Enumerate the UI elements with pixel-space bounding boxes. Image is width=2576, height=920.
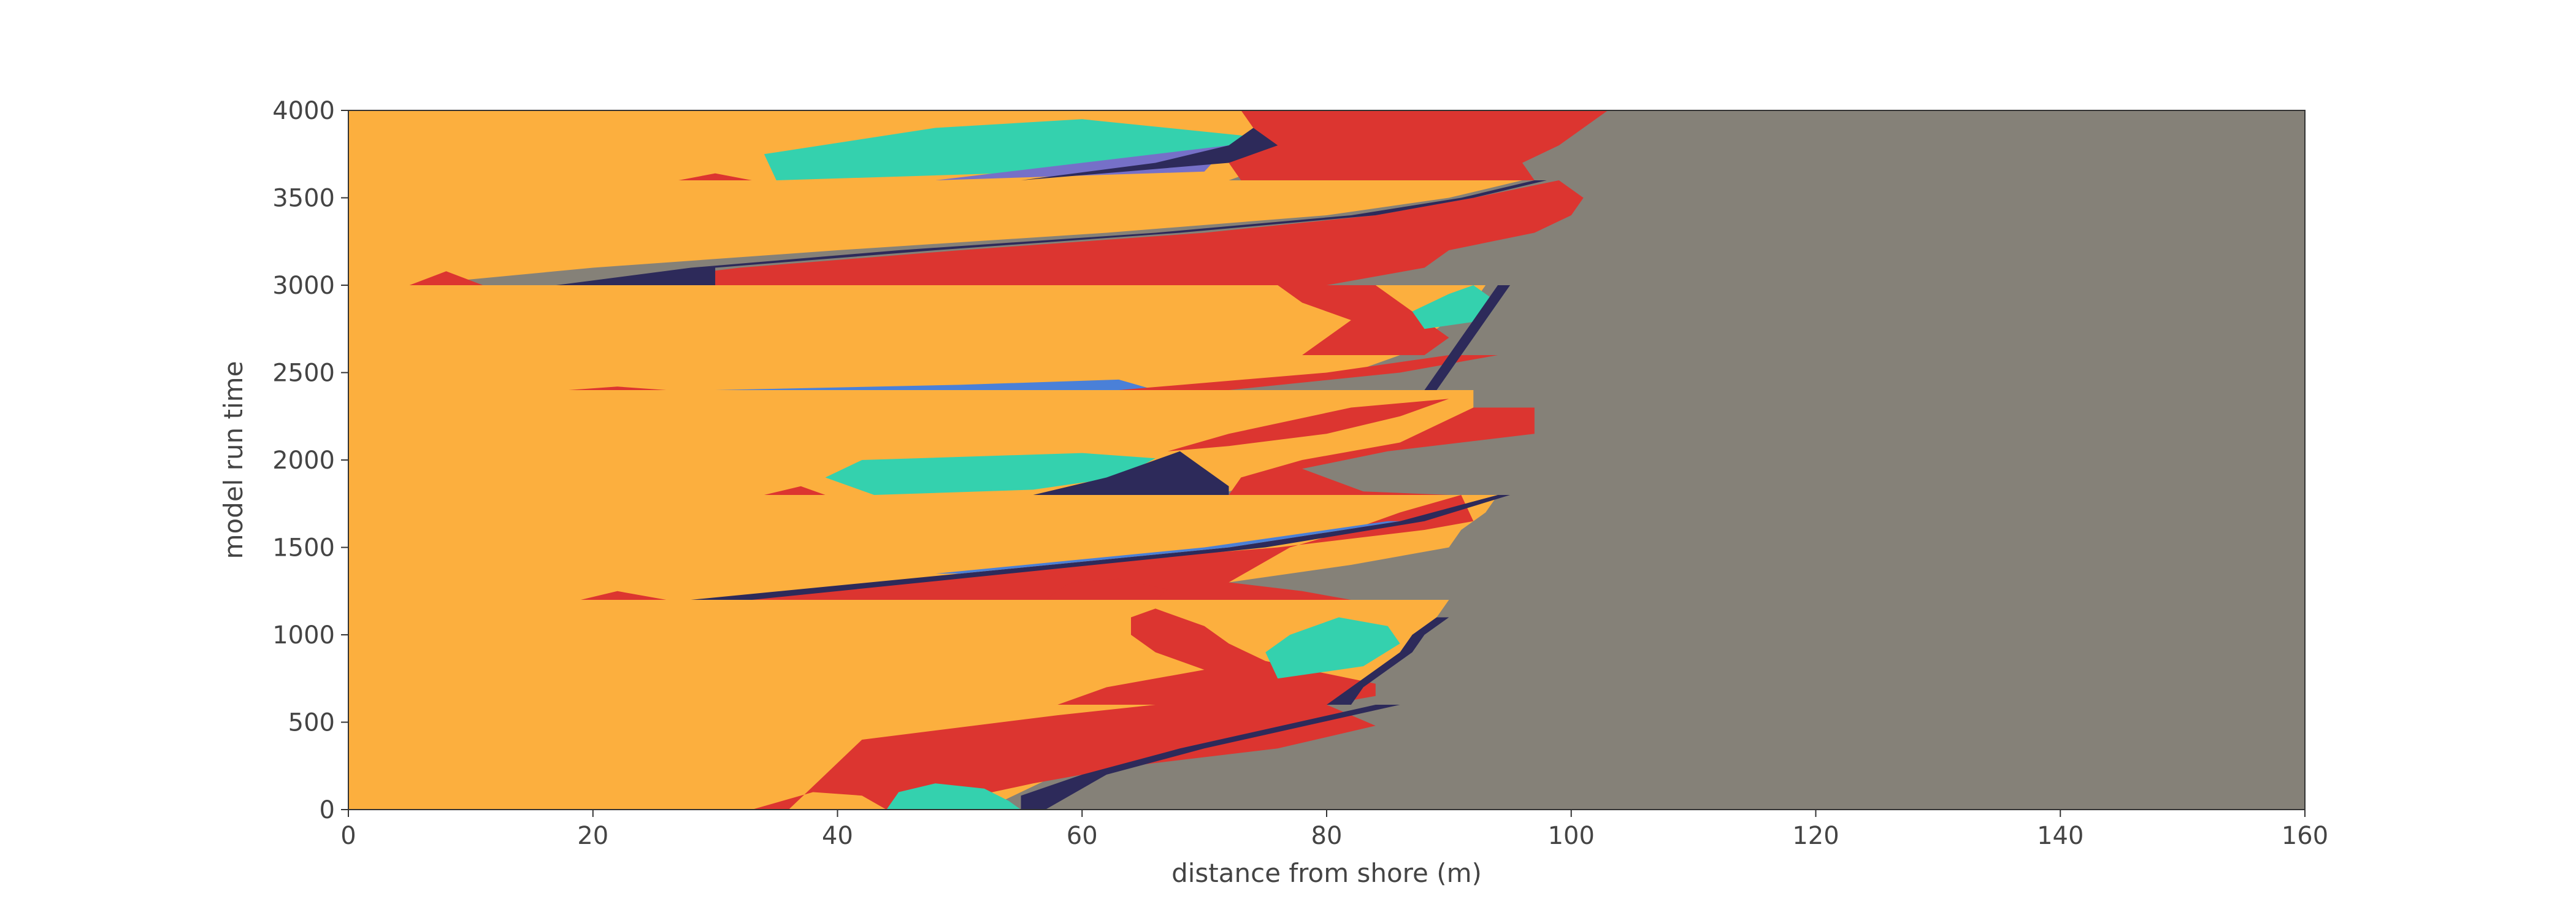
y-tick-label: 500 bbox=[288, 709, 335, 737]
band-0-teal-region-1 bbox=[886, 783, 1021, 810]
axis-ticks: 0 20 40 60 80 100 120 140 160 0 500 1000 1500 2000 250… bbox=[272, 97, 2328, 850]
band-4-red-region-3 bbox=[1278, 285, 1449, 355]
y-tick-label: 4000 bbox=[272, 97, 335, 125]
band-4-navy-region-5 bbox=[1424, 285, 1511, 390]
y-tick-label: 1500 bbox=[272, 534, 335, 562]
plot-area bbox=[348, 110, 2305, 810]
band-5-orange-region bbox=[348, 180, 1522, 285]
x-tick-label: 140 bbox=[2037, 822, 2083, 850]
y-axis-label: model run time bbox=[218, 361, 248, 559]
x-tick-label: 40 bbox=[822, 822, 853, 850]
x-tick-label: 120 bbox=[1792, 822, 1839, 850]
x-tick-label: 100 bbox=[1548, 822, 1595, 850]
y-tick-label: 2000 bbox=[272, 447, 335, 475]
band-3-teal-region-1 bbox=[825, 453, 1156, 495]
band-4-red-region-2 bbox=[1119, 355, 1498, 390]
band-3-navy-region-2 bbox=[1033, 451, 1229, 495]
band-0-red-region-0 bbox=[751, 705, 1376, 810]
band-5-navy-region-2 bbox=[556, 180, 1547, 285]
x-axis-label: distance from shore (m) bbox=[1171, 858, 1482, 888]
band-2-red-region-2 bbox=[1045, 578, 1168, 600]
band-2-red-region-1 bbox=[727, 495, 1474, 600]
band-4-orange-region bbox=[348, 285, 1486, 390]
band-3-red-region-4 bbox=[1167, 399, 1449, 451]
y-tick-label: 3000 bbox=[272, 272, 335, 300]
x-tick-label: 60 bbox=[1067, 822, 1098, 850]
y-tick-label: 2500 bbox=[272, 359, 335, 388]
band-4-blue-region-1 bbox=[715, 379, 1156, 390]
y-tick-label: 1000 bbox=[272, 621, 335, 650]
y-tick-label: 0 bbox=[320, 796, 335, 824]
band-3-red-region-0 bbox=[764, 486, 826, 495]
band-5-red-region-0 bbox=[409, 271, 483, 285]
band-6-teal-region-1 bbox=[764, 119, 1254, 180]
band-3-red-region-3 bbox=[1229, 407, 1535, 495]
band-5-red-region-1 bbox=[592, 180, 1584, 285]
x-tick-label: 0 bbox=[340, 822, 356, 850]
band-1-red-region-0 bbox=[1057, 608, 1376, 705]
band-0-navy-region-2 bbox=[1021, 705, 1400, 810]
band-2-blue-region-4 bbox=[935, 521, 1400, 574]
band-1-navy-region-2 bbox=[1327, 617, 1449, 705]
band-2-red-region-0 bbox=[580, 591, 667, 600]
band-6-red-region-4 bbox=[1229, 110, 1608, 180]
x-tick-label: 20 bbox=[577, 822, 608, 850]
y-tick-label: 3500 bbox=[272, 185, 335, 213]
band-4-red-region-0 bbox=[568, 386, 667, 390]
x-tick-label: 80 bbox=[1311, 822, 1343, 850]
band-6-purple-region-2 bbox=[935, 145, 1229, 180]
x-tick-label: 160 bbox=[2282, 822, 2328, 850]
band-6-red-region-0 bbox=[678, 173, 752, 180]
band-1-teal-region-1 bbox=[1265, 617, 1400, 679]
